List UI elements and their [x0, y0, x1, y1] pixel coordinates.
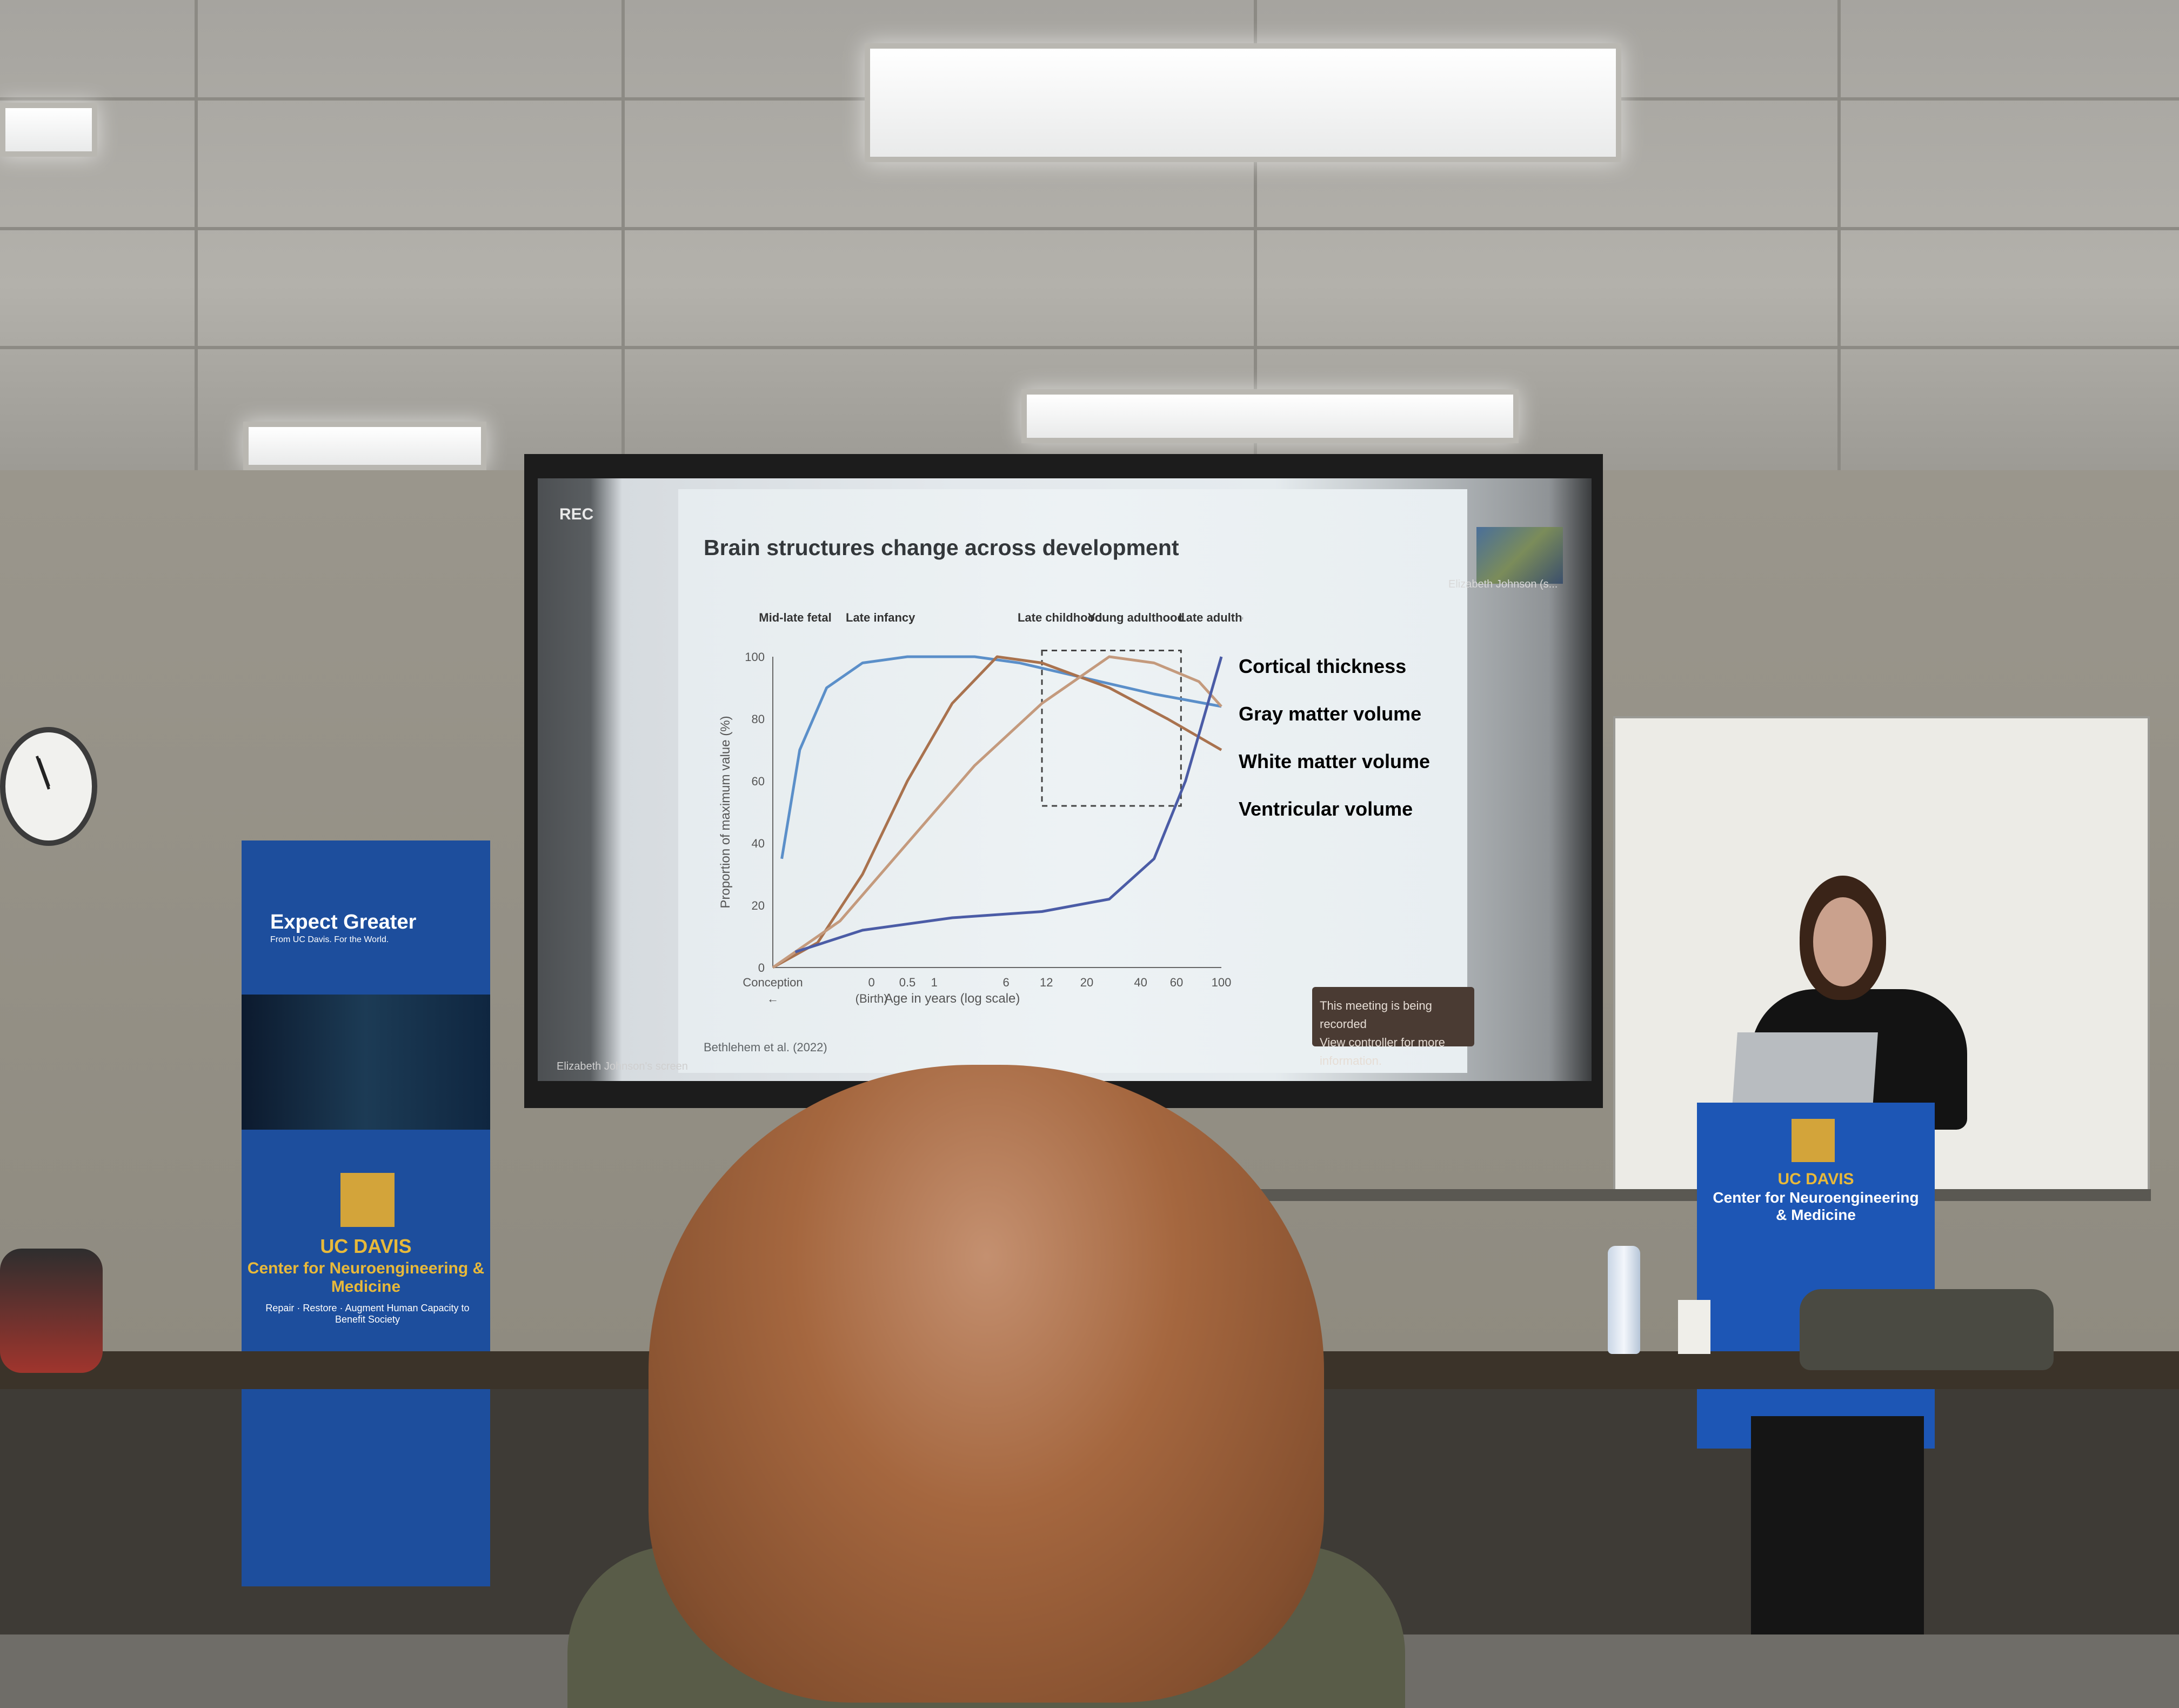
ceiling-light	[865, 43, 1621, 162]
water-bottle	[1608, 1246, 1640, 1354]
recording-indicator: REC	[559, 505, 594, 523]
participant-label: Elizabeth Johnson (s...	[1448, 578, 1558, 590]
slide-title: Brain structures change across developme…	[704, 535, 1179, 560]
stage-label: Late adulthood	[1179, 611, 1243, 624]
x-tick-label: 60	[1170, 976, 1183, 989]
bag	[1800, 1289, 2054, 1370]
stage-label: Mid-late fetal	[759, 611, 831, 624]
uc-davis-seal-icon	[340, 1173, 395, 1227]
ceiling-light	[0, 103, 97, 157]
screen-share-label: Elizabeth Johnson's screen	[557, 1060, 688, 1072]
series-line-0	[780, 655, 1222, 859]
banner-subtagline: From UC Davis. For the World.	[270, 935, 389, 944]
y-tick-label: 60	[752, 775, 765, 788]
x-axis-label: Age in years (log scale)	[885, 991, 1020, 1006]
banner-motto: Repair · Restore · Augment Human Capacit…	[265, 1303, 470, 1325]
participant-thumbnail	[1476, 527, 1563, 584]
y-tick-label: 20	[752, 899, 765, 912]
laptop	[1732, 1032, 1878, 1108]
stage-label: Late infancy	[846, 611, 915, 624]
x-tick-arrow: ←	[767, 992, 779, 1005]
series-line-2	[772, 655, 1222, 969]
series-line-1	[772, 655, 1222, 969]
x-tick-label: 100	[1212, 976, 1232, 989]
jacket-on-chair	[0, 1249, 103, 1373]
podium-center: Center for Neuroengineering & Medicine	[1713, 1189, 1919, 1223]
recording-notice-line1: This meeting is being recorded	[1320, 999, 1432, 1031]
y-axis-label: Proportion of maximum value (%)	[718, 716, 733, 908]
ceiling-light	[1021, 389, 1519, 443]
legend-cortical-thickness: Cortical thickness	[1239, 655, 1407, 677]
banner-center: Center for Neuroengineering & Medicine	[247, 1259, 485, 1296]
audience-head	[649, 1065, 1324, 1703]
y-tick-label: 100	[745, 650, 765, 664]
x-tick-label: 1	[931, 976, 938, 989]
legend-ventricular-volume: Ventricular volume	[1239, 798, 1413, 820]
banner-circuit-image	[242, 995, 490, 1130]
presenter-face	[1813, 897, 1873, 986]
whiteboard-rail	[1162, 1189, 2151, 1201]
podium-seal-icon	[1792, 1119, 1835, 1162]
x-tick-label: 0	[868, 976, 874, 989]
x-tick-label: 40	[1134, 976, 1147, 989]
podium-base	[1751, 1416, 1924, 1634]
legend-gray-matter-volume: Gray matter volume	[1239, 703, 1422, 725]
x-tick-label: Conception	[743, 976, 803, 989]
banner-tagline: Expect Greater	[270, 911, 417, 933]
slide-citation: Bethlehem et al. (2022)	[704, 1040, 827, 1054]
y-tick-label: 80	[752, 712, 765, 726]
x-tick-note: (Birth)	[855, 992, 888, 1005]
y-tick-label: 40	[752, 837, 765, 850]
x-tick-label: 0.5	[899, 976, 916, 989]
x-tick-label: 6	[1002, 976, 1009, 989]
x-tick-label: 12	[1040, 976, 1053, 989]
x-tick-label: 20	[1080, 976, 1093, 989]
recording-notice-line2: View controller for more information.	[1320, 1036, 1445, 1068]
stage-label: Young adulthood	[1088, 611, 1185, 624]
y-tick-label: 0	[758, 961, 765, 975]
banner-university: UC DAVIS	[320, 1235, 412, 1257]
series-line-3	[794, 656, 1223, 953]
recording-notice: This meeting is being recorded View cont…	[1312, 987, 1474, 1068]
stage-label: Late childhood	[1018, 611, 1102, 624]
podium-university: UC DAVIS	[1777, 1170, 1854, 1188]
paper-cup	[1678, 1300, 1710, 1354]
legend-white-matter-volume: White matter volume	[1239, 750, 1431, 772]
ceiling-light	[243, 422, 486, 470]
ceiling	[0, 0, 2179, 476]
slide	[678, 489, 1467, 1073]
wall-clock	[0, 727, 97, 846]
